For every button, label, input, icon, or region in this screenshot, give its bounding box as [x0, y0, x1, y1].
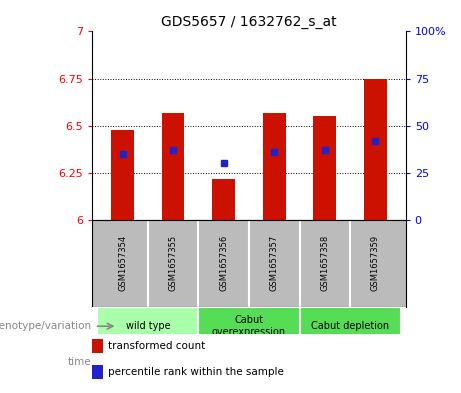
- Text: GSM1657359: GSM1657359: [371, 235, 380, 291]
- Text: ZT15: ZT15: [260, 356, 289, 367]
- Bar: [162, 112, 184, 220]
- Text: GSM1657355: GSM1657355: [169, 235, 177, 291]
- Text: genotype/variation: genotype/variation: [0, 321, 91, 331]
- Text: Cabut depletion: Cabut depletion: [311, 321, 389, 331]
- Bar: [263, 112, 286, 220]
- Text: ZT3: ZT3: [213, 356, 234, 367]
- Text: GSM1657354: GSM1657354: [118, 235, 127, 291]
- Title: GDS5657 / 1632762_s_at: GDS5657 / 1632762_s_at: [161, 15, 337, 29]
- Text: transformed count: transformed count: [108, 341, 205, 351]
- Text: GSM1657358: GSM1657358: [320, 235, 329, 292]
- Bar: [198, 346, 249, 377]
- Bar: [97, 346, 148, 377]
- Text: GSM1657356: GSM1657356: [219, 235, 228, 292]
- Bar: [92, 365, 103, 379]
- Bar: [249, 346, 300, 377]
- Text: time: time: [68, 356, 91, 367]
- Text: ZT15: ZT15: [159, 356, 187, 367]
- Text: Cabut
overexpression: Cabut overexpression: [212, 316, 286, 337]
- Bar: [198, 307, 300, 346]
- Bar: [212, 178, 235, 220]
- Bar: [148, 346, 198, 377]
- Bar: [364, 79, 387, 220]
- Text: wild type: wild type: [125, 321, 170, 331]
- Text: percentile rank within the sample: percentile rank within the sample: [108, 367, 284, 377]
- Bar: [350, 346, 401, 377]
- Bar: [300, 346, 350, 377]
- Bar: [313, 116, 336, 220]
- Bar: [97, 307, 198, 346]
- Bar: [300, 307, 401, 346]
- Bar: [111, 130, 134, 220]
- Text: ZT3: ZT3: [112, 356, 133, 367]
- Text: ZT15: ZT15: [361, 356, 390, 367]
- Text: ZT3: ZT3: [314, 356, 336, 367]
- Text: GSM1657357: GSM1657357: [270, 235, 279, 292]
- Bar: [92, 339, 103, 353]
